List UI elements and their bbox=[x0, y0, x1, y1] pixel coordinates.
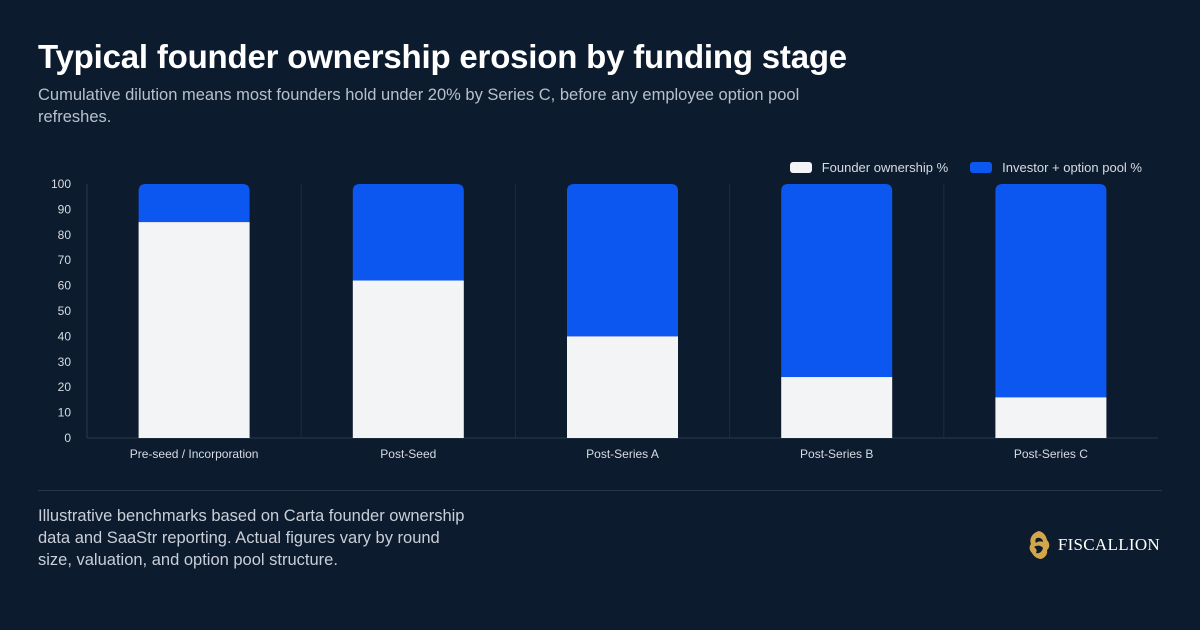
footer-divider bbox=[38, 490, 1162, 491]
y-tick-label: 90 bbox=[58, 202, 72, 216]
x-category-label: Post-Seed bbox=[380, 447, 436, 461]
brand-logo: FISCALLION bbox=[1026, 530, 1160, 560]
footnote: Illustrative benchmarks based on Carta f… bbox=[38, 507, 465, 569]
legend: Founder ownership % Investor + option po… bbox=[789, 160, 1142, 175]
brand-name: FISCALLION bbox=[1057, 535, 1160, 554]
bar-investor-segment bbox=[567, 184, 678, 337]
x-category-label: Post-Series A bbox=[586, 447, 659, 461]
y-tick-label: 70 bbox=[58, 253, 72, 267]
x-category-label: Pre-seed / Incorporation bbox=[130, 447, 259, 461]
bar-founder-segment bbox=[995, 397, 1107, 438]
bar-investor-segment bbox=[352, 184, 464, 281]
y-tick-label: 60 bbox=[58, 279, 72, 293]
legend-swatch-investor bbox=[970, 162, 993, 173]
x-category-label: Post-Series B bbox=[800, 447, 873, 461]
stacked-bar-chart: 0 10 20 30 40 50 60 70 80 90 100 Pre-seed / Incorpo… bbox=[51, 177, 1158, 461]
bar-investor-segment bbox=[995, 184, 1107, 398]
y-tick-label: 0 bbox=[64, 431, 71, 445]
bar-founder-segment bbox=[352, 280, 464, 438]
legend-swatch-founder bbox=[789, 162, 812, 173]
chart-subtitle: Cumulative dilution means most founders … bbox=[38, 86, 800, 126]
y-tick-label: 80 bbox=[58, 228, 72, 242]
y-tick-label: 10 bbox=[58, 406, 72, 420]
bar-founder-segment bbox=[567, 336, 678, 438]
y-tick-label: 40 bbox=[58, 329, 72, 343]
bar-founder-segment bbox=[138, 222, 250, 438]
y-tick-label: 100 bbox=[51, 177, 71, 191]
legend-label-investor: Investor + option pool % bbox=[1002, 160, 1142, 175]
y-tick-label: 30 bbox=[58, 355, 72, 369]
chart-title: Typical founder ownership erosion by fun… bbox=[38, 38, 847, 75]
bar-investor-segment bbox=[781, 184, 893, 378]
x-category-label: Post-Series C bbox=[1014, 447, 1088, 461]
lion-head-icon bbox=[1029, 531, 1050, 559]
y-tick-label: 20 bbox=[58, 380, 72, 394]
y-tick-label: 50 bbox=[58, 304, 72, 318]
bar-founder-segment bbox=[781, 377, 893, 438]
legend-label-founder: Founder ownership % bbox=[821, 160, 949, 175]
bar-investor-segment bbox=[138, 184, 250, 223]
legend-item-founder: Founder ownership % bbox=[789, 160, 949, 175]
legend-item-investor: Investor + option pool % bbox=[970, 160, 1142, 175]
